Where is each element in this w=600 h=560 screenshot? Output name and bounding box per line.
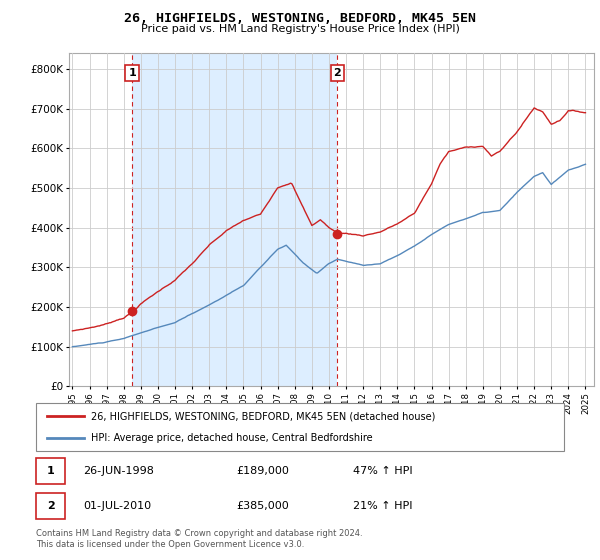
Text: 2: 2	[334, 68, 341, 78]
Bar	[132, 53, 337, 386]
Text: 21% ↑ HPI: 21% ↑ HPI	[353, 501, 412, 511]
Text: 47% ↑ HPI: 47% ↑ HPI	[353, 466, 412, 476]
Text: 1: 1	[128, 68, 136, 78]
Text: 26, HIGHFIELDS, WESTONING, BEDFORD, MK45 5EN: 26, HIGHFIELDS, WESTONING, BEDFORD, MK45…	[124, 12, 476, 25]
Text: Price paid vs. HM Land Registry's House Price Index (HPI): Price paid vs. HM Land Registry's House …	[140, 24, 460, 34]
Text: HPI: Average price, detached house, Central Bedfordshire: HPI: Average price, detached house, Cent…	[91, 433, 373, 443]
FancyBboxPatch shape	[36, 493, 65, 520]
FancyBboxPatch shape	[36, 403, 564, 451]
Text: 26, HIGHFIELDS, WESTONING, BEDFORD, MK45 5EN (detached house): 26, HIGHFIELDS, WESTONING, BEDFORD, MK45…	[91, 411, 436, 421]
Text: Contains HM Land Registry data © Crown copyright and database right 2024.
This d: Contains HM Land Registry data © Crown c…	[36, 529, 362, 549]
Text: 1: 1	[47, 466, 55, 476]
Text: £385,000: £385,000	[236, 501, 289, 511]
Text: 2: 2	[47, 501, 55, 511]
FancyBboxPatch shape	[36, 458, 65, 484]
Text: 01-JUL-2010: 01-JUL-2010	[83, 501, 152, 511]
Text: 26-JUN-1998: 26-JUN-1998	[83, 466, 154, 476]
Text: £189,000: £189,000	[236, 466, 290, 476]
